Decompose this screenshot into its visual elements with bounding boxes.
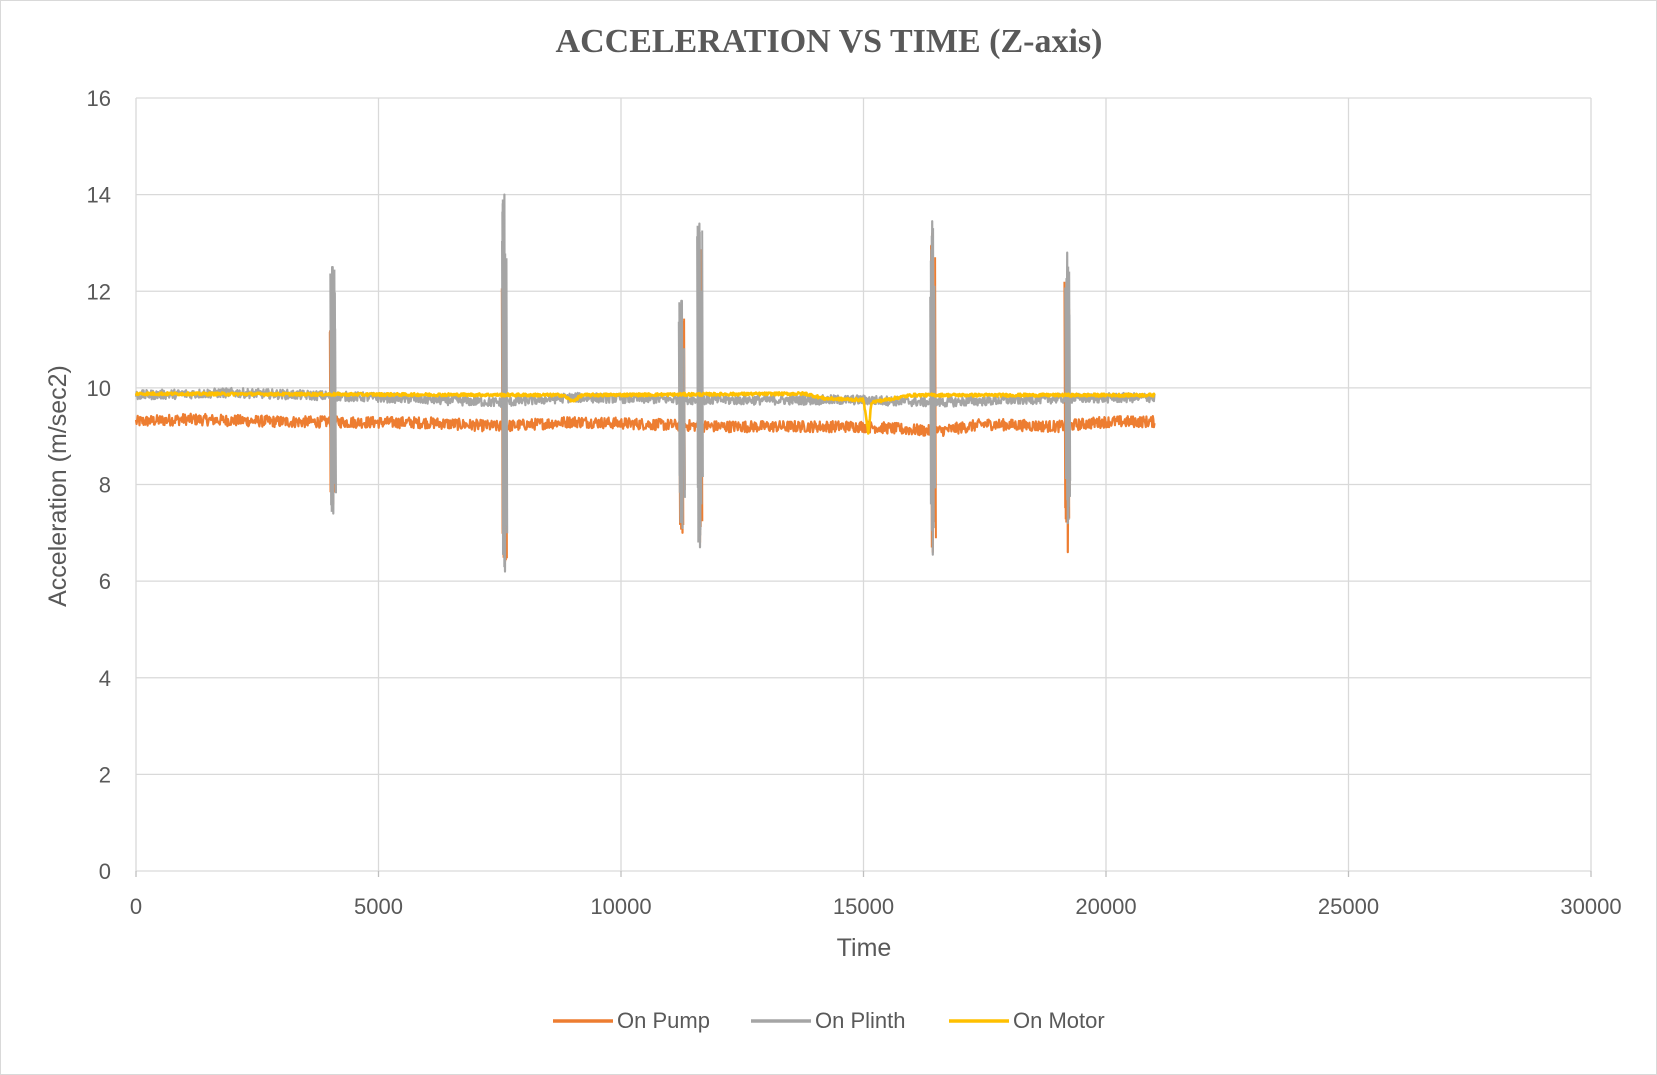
x-tick-label: 10000 <box>590 894 651 919</box>
series-spike-1 <box>329 269 337 512</box>
y-tick-label: 2 <box>99 762 111 787</box>
x-tick-label: 25000 <box>1318 894 1379 919</box>
chart-title: ACCELERATION VS TIME (Z-axis) <box>556 23 1103 60</box>
y-tick-label: 10 <box>87 376 111 401</box>
y-tick-label: 0 <box>99 859 111 884</box>
y-tick-label: 4 <box>99 666 111 691</box>
x-tick-label: 15000 <box>833 894 894 919</box>
y-tick-label: 14 <box>87 183 111 208</box>
legend-label-0: On Pump <box>617 1008 710 1033</box>
series-line-0 <box>134 232 1156 563</box>
series-spike-1 <box>1064 266 1072 521</box>
series-line-1 <box>134 193 1156 573</box>
legend: On Pump On Plinth On Motor <box>553 1008 1105 1033</box>
series-line-2 <box>134 391 1156 435</box>
x-tick-label: 20000 <box>1075 894 1136 919</box>
x-axis-label: Time <box>837 934 892 962</box>
tick-layer: 0 2 4 6 8 10 12 14 16 0 5000 10000 15000 20000 25000 30… <box>87 86 1622 919</box>
grid-layer <box>135 97 1592 877</box>
series-spike-1 <box>501 199 509 568</box>
y-tick-label: 12 <box>87 279 111 304</box>
series-spike-1 <box>696 225 704 543</box>
y-tick-label: 16 <box>87 86 111 111</box>
legend-label-2: On Motor <box>1013 1008 1105 1033</box>
x-tick-label: 30000 <box>1560 894 1621 919</box>
series-spike-1 <box>929 228 937 532</box>
series-layer <box>134 193 1156 573</box>
x-tick-label: 0 <box>130 894 142 919</box>
y-tick-label: 8 <box>99 473 111 498</box>
legend-label-1: On Plinth <box>815 1008 906 1033</box>
y-tick-label: 6 <box>99 569 111 594</box>
x-tick-label: 5000 <box>354 894 403 919</box>
y-axis-label: Acceleration (m/sec2) <box>44 365 72 607</box>
